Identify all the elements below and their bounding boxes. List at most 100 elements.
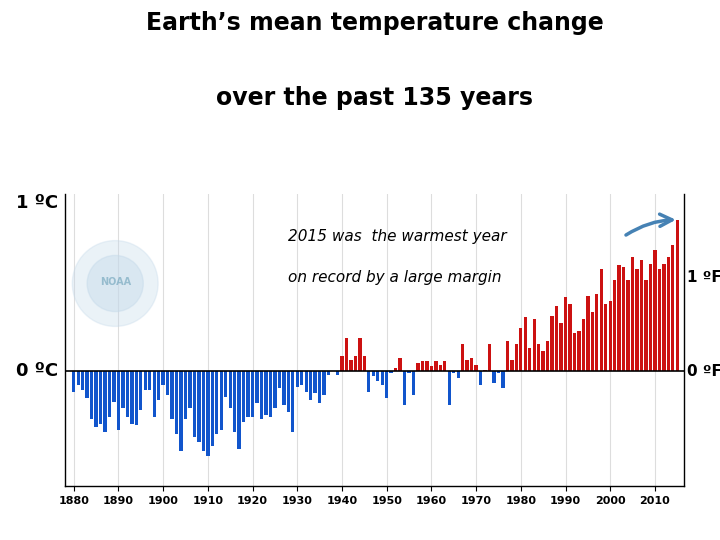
Bar (179, 372, 183, 450)
Bar (309, 372, 312, 400)
Bar (653, 250, 657, 372)
Bar (635, 268, 639, 372)
Bar (94, 372, 98, 427)
Bar (434, 361, 438, 372)
Bar (559, 322, 563, 372)
Bar (336, 372, 339, 375)
Bar (367, 372, 371, 392)
Text: NOAA: NOAA (99, 276, 131, 287)
Bar (658, 268, 661, 372)
Bar (448, 372, 451, 405)
Bar (394, 368, 397, 372)
Bar (166, 372, 169, 395)
Text: over the past 135 years: over the past 135 years (216, 86, 533, 110)
Bar (398, 358, 402, 372)
Bar (358, 338, 361, 372)
Bar (157, 372, 161, 400)
Bar (251, 372, 254, 417)
Bar (282, 372, 286, 405)
Bar (474, 364, 478, 372)
Bar (372, 372, 375, 376)
Circle shape (72, 241, 158, 326)
Bar (287, 372, 290, 412)
Bar (376, 372, 379, 381)
Bar (573, 333, 576, 372)
Bar (327, 372, 330, 375)
Bar (354, 356, 357, 372)
Bar (269, 372, 272, 417)
Bar (108, 372, 111, 417)
Bar (126, 372, 129, 417)
Bar (305, 372, 308, 392)
Bar (264, 372, 268, 415)
Bar (519, 328, 523, 372)
Bar (550, 316, 554, 372)
Bar (274, 372, 276, 408)
Bar (537, 345, 541, 372)
Bar (568, 304, 572, 372)
Bar (313, 372, 317, 393)
Bar (452, 372, 456, 373)
Bar (675, 220, 679, 372)
Text: 1 ºC: 1 ºC (17, 194, 58, 212)
Bar (613, 280, 616, 372)
Bar (622, 267, 626, 372)
Bar (139, 372, 143, 410)
Bar (528, 348, 531, 372)
Bar (175, 372, 179, 434)
Bar (197, 372, 201, 442)
Bar (564, 297, 567, 372)
Bar (430, 366, 433, 372)
Bar (318, 372, 321, 403)
Bar (426, 361, 428, 372)
Bar (466, 360, 469, 372)
Bar (363, 356, 366, 372)
Text: 0 ºC: 0 ºC (17, 362, 58, 380)
Bar (523, 318, 527, 372)
Bar (626, 280, 630, 372)
Bar (86, 372, 89, 399)
Bar (644, 280, 648, 372)
Bar (403, 372, 406, 405)
Bar (501, 372, 505, 388)
Bar (608, 301, 612, 372)
Bar (461, 345, 464, 372)
Bar (420, 361, 424, 372)
Bar (662, 264, 665, 372)
Bar (215, 372, 218, 434)
Bar (631, 256, 634, 372)
Bar (153, 372, 156, 417)
Bar (577, 331, 580, 372)
Bar (161, 372, 165, 385)
Bar (438, 364, 442, 372)
Bar (90, 372, 94, 418)
Bar (595, 294, 598, 372)
Bar (590, 312, 594, 372)
Bar (345, 338, 348, 372)
Text: on record by a large margin: on record by a large margin (288, 270, 501, 285)
Bar (349, 360, 353, 372)
Bar (296, 372, 299, 387)
Bar (256, 372, 258, 403)
Bar (184, 372, 187, 418)
Bar (202, 372, 205, 450)
Bar (193, 372, 196, 437)
Bar (505, 341, 509, 372)
Bar (130, 372, 133, 424)
Bar (112, 372, 116, 402)
Bar (228, 372, 232, 408)
Bar (470, 358, 473, 372)
Bar (443, 361, 446, 372)
Bar (515, 345, 518, 372)
Bar (242, 372, 246, 422)
Bar (278, 372, 281, 388)
Bar (385, 372, 388, 399)
Text: 2015 was  the warmest year: 2015 was the warmest year (288, 230, 506, 245)
Bar (189, 372, 192, 408)
Bar (408, 372, 410, 373)
Bar (456, 372, 460, 378)
Text: 0 ºF: 0 ºF (687, 364, 720, 379)
Text: 1 ºF: 1 ºF (687, 270, 720, 285)
Circle shape (87, 255, 143, 312)
Bar (117, 372, 120, 430)
